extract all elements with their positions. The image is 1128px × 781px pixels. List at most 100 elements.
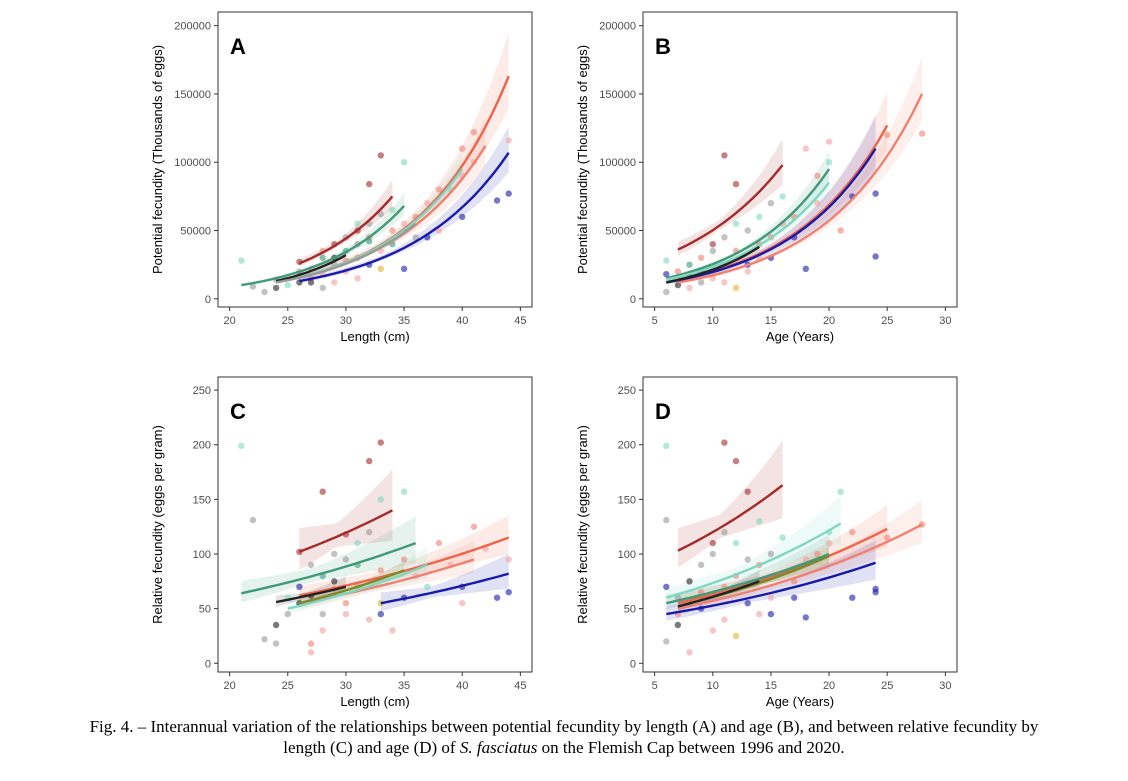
x-tick-label: 40 [456, 680, 468, 692]
data-point [756, 213, 763, 221]
data-point [721, 279, 728, 286]
data-point [470, 129, 478, 136]
confidence-band [666, 496, 841, 606]
x-tick-label: 35 [398, 680, 410, 692]
x-tick-label: 30 [939, 315, 951, 327]
data-point [284, 610, 291, 618]
x-tick-label: 15 [765, 315, 777, 327]
fit-curve [241, 541, 417, 595]
data-point [756, 518, 763, 525]
data-point [872, 253, 879, 260]
panel-c-length-relative-fecundity: 0 50 100 150 200 250 20 25 30 35 40 45 Length (cm) Re… [0, 365, 564, 720]
data-point [802, 145, 809, 152]
data-point [249, 283, 257, 290]
data-point [663, 257, 670, 264]
data-point [732, 539, 740, 547]
data-point [366, 616, 373, 623]
chart-d: 0 50 100 150 200 250 5 10 15 20 25 30 Age (Years) Rel… [575, 376, 958, 709]
data-point [331, 279, 338, 286]
x-tick-label: 35 [398, 315, 410, 327]
data-point [470, 523, 478, 530]
data-point [872, 585, 879, 593]
panel-d-age-relative-fecundity: 0 50 100 150 200 250 5 10 15 20 25 30 Age (Years) Rel… [425, 365, 989, 720]
fit-curve [380, 572, 510, 605]
confidence-band [299, 126, 509, 283]
fit-curve [677, 523, 923, 610]
x-tick-label: 20 [823, 680, 835, 692]
y-tick-label: 0 [205, 294, 211, 306]
x-tick-label: 30 [340, 315, 352, 327]
data-point [744, 227, 751, 234]
data-point [825, 159, 833, 166]
chart-b: 0 50000 100000 150000 200000 5 10 15 20 25 30 Age (… [575, 11, 958, 344]
data-point [837, 488, 844, 495]
data-point [412, 234, 419, 241]
x-tick-label: 25 [282, 315, 294, 327]
data-point [307, 640, 315, 647]
data-point [354, 275, 361, 282]
data-point [802, 614, 809, 621]
fit-curve [666, 561, 876, 616]
confidence-band [677, 57, 923, 285]
data-point [459, 213, 466, 221]
fit-curve [299, 152, 510, 283]
data-point [663, 583, 670, 590]
fit-curve [275, 254, 347, 283]
data-point [709, 627, 716, 634]
data-point [377, 600, 384, 607]
data-point [779, 193, 786, 200]
data-point [884, 534, 891, 541]
data-point [686, 578, 693, 585]
data-point [354, 220, 361, 227]
data-point [732, 220, 740, 227]
data-point [709, 247, 716, 255]
data-point [732, 632, 740, 640]
plot-area [663, 57, 926, 296]
panel-letter: D [655, 399, 671, 424]
data-point [721, 152, 728, 159]
x-tick-label: 10 [707, 680, 719, 692]
data-point [377, 610, 384, 618]
y-tick-label: 250 [193, 385, 211, 397]
data-point [918, 130, 926, 137]
data-point [767, 610, 775, 618]
confidence-band [299, 515, 509, 603]
chart-c: 0 50 100 150 200 250 20 25 30 35 40 45 Length (cm) Re… [150, 376, 533, 709]
fit-curve [666, 168, 831, 280]
fit-curve [241, 205, 405, 287]
y-tick-label: 100 [193, 549, 211, 561]
panel-b-age-potential-fecundity: 0 50000 100000 150000 200000 5 10 15 20 25 30 Age (… [425, 0, 989, 355]
data-point [377, 567, 384, 574]
data-point [459, 600, 466, 607]
confidence-band [241, 516, 416, 603]
plot-area [663, 439, 926, 656]
confidence-band [677, 504, 888, 610]
data-point [342, 610, 350, 618]
data-point [319, 284, 326, 292]
confidence-band [299, 541, 474, 610]
data-point [732, 457, 740, 465]
data-point [814, 172, 821, 180]
data-point [400, 265, 408, 272]
data-point [849, 594, 856, 601]
panel-letter: B [655, 34, 671, 59]
chart-a: 0 50000 100000 150000 200000 20 25 30 35 40 45 Leng… [150, 11, 533, 344]
panel-letter: C [230, 399, 246, 424]
fit-curve [677, 580, 760, 608]
data-point [767, 550, 775, 558]
x-tick-label: 5 [652, 315, 658, 327]
data-point [389, 627, 396, 634]
fit-curve [666, 181, 831, 281]
caption-line-1: Fig. 4. – Interannual variation of the r… [89, 717, 1039, 736]
data-point [319, 488, 326, 495]
x-axis-title: Age (Years) [766, 329, 834, 344]
plot-frame [642, 376, 958, 673]
y-tick-label: 100000 [174, 157, 211, 169]
x-tick-label: 25 [881, 315, 893, 327]
panel-a-length-potential-fecundity: 0 50000 100000 150000 200000 20 25 30 35 40 45 Leng… [0, 0, 564, 355]
y-tick-label: 100000 [599, 157, 636, 169]
data-point [319, 254, 326, 261]
data-point [825, 539, 833, 547]
plot-area [238, 32, 512, 296]
y-tick-label: 150000 [174, 89, 211, 101]
